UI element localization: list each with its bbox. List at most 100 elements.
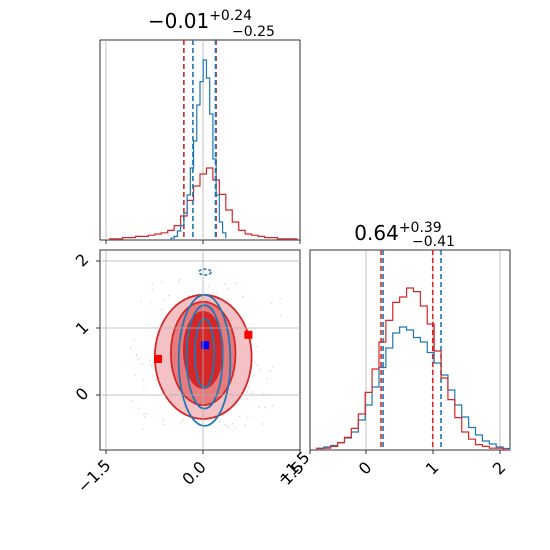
joint-sample-point bbox=[254, 362, 256, 364]
joint-sample-point bbox=[151, 288, 154, 291]
joint-sample-point bbox=[137, 358, 140, 361]
joint-marker bbox=[244, 330, 253, 339]
joint-sample-point bbox=[163, 299, 165, 301]
joint-sample-point bbox=[224, 283, 226, 285]
joint-contour-series-a bbox=[185, 304, 224, 410]
joint-sample-point bbox=[218, 420, 221, 423]
joint-ticks bbox=[96, 260, 301, 454]
joint-sample-point bbox=[224, 424, 227, 426]
joint-sample-point bbox=[238, 415, 241, 418]
joint-sample-point bbox=[264, 406, 266, 409]
x-tick-label: 0 bbox=[355, 458, 376, 479]
joint-sample-point bbox=[262, 423, 264, 425]
marginal-panel-param-1: −0.01+0.24 −0.25 bbox=[99, 8, 301, 244]
marginal-1-title-upper: +0.24 bbox=[209, 8, 252, 24]
joint-sample-point bbox=[129, 347, 132, 349]
marginal-1-title: −0.01+0.24 bbox=[148, 8, 252, 33]
joint-sample-point bbox=[134, 374, 136, 376]
joint-sample-point bbox=[141, 362, 144, 365]
marginal-2-ticks bbox=[309, 450, 501, 454]
joint-sample-point bbox=[215, 294, 217, 296]
marginal-panel-param-2: 0.64+0.39 −0.41 −1.5 0 1 2 bbox=[273, 220, 511, 489]
joint-sample-point bbox=[182, 418, 184, 421]
joint-contour-series-a bbox=[198, 268, 212, 276]
y-tick-label: 2 bbox=[72, 250, 93, 271]
joint-sample-point bbox=[143, 416, 146, 418]
joint-sample-point bbox=[139, 357, 142, 360]
joint-sample-point bbox=[271, 405, 274, 407]
joint-sample-point bbox=[258, 368, 261, 371]
joint-sample-point bbox=[151, 363, 153, 366]
joint-sample-point bbox=[222, 414, 225, 416]
joint-sample-point bbox=[234, 282, 237, 284]
joint-sample-point bbox=[149, 303, 152, 305]
joint-sample-point bbox=[154, 379, 157, 381]
joint-sample-point bbox=[180, 421, 182, 423]
marginal-2-histogram-series-a bbox=[316, 326, 511, 450]
joint-sample-point bbox=[137, 408, 140, 410]
joint-sample-point bbox=[250, 392, 253, 395]
joint-sample-point bbox=[255, 364, 258, 367]
joint-sample-point bbox=[247, 415, 249, 418]
joint-sample-point bbox=[140, 300, 142, 303]
joint-sample-point bbox=[151, 283, 153, 286]
x-tick-label: −1.5 bbox=[74, 456, 115, 497]
joint-sample-point bbox=[142, 378, 145, 381]
x-tick-label: 2 bbox=[489, 458, 510, 479]
joint-sample-point bbox=[159, 308, 162, 311]
joint-sample-point bbox=[207, 285, 210, 288]
joint-sample-point bbox=[255, 345, 258, 348]
joint-sample-point bbox=[143, 386, 145, 388]
joint-sample-point bbox=[178, 278, 181, 280]
marginal-1-frame bbox=[99, 39, 301, 241]
x-tick-label: 0.0 bbox=[178, 457, 209, 488]
joint-sample-point bbox=[247, 386, 250, 389]
marginal-2-histogram-series-b bbox=[316, 287, 510, 451]
joint-sample-point bbox=[242, 295, 244, 298]
joint-sample-point bbox=[151, 375, 154, 377]
joint-sample-point bbox=[133, 339, 135, 342]
joint-sample-point bbox=[271, 365, 274, 368]
joint-sample-point bbox=[161, 281, 163, 283]
marginal-1-title-median: −0.01 bbox=[148, 9, 209, 33]
joint-sample-point bbox=[262, 393, 265, 395]
joint-sample-point bbox=[162, 423, 165, 426]
joint-sample-point bbox=[143, 413, 145, 416]
y-tick-label: 0 bbox=[72, 384, 93, 405]
joint-sample-point bbox=[246, 397, 248, 400]
joint-sample-point bbox=[131, 400, 134, 402]
marginal-2-title-median: 0.64 bbox=[354, 221, 399, 245]
joint-sample-point bbox=[226, 287, 229, 289]
joint-sample-point bbox=[227, 425, 230, 428]
x-tick-label: 1 bbox=[422, 458, 443, 479]
joint-sample-point bbox=[178, 280, 180, 283]
marginal-1-title-lower: −0.25 bbox=[232, 24, 275, 40]
joint-sample-point bbox=[167, 294, 170, 297]
marginal-2-title: 0.64+0.39 bbox=[354, 220, 441, 245]
marginal-2-histograms bbox=[316, 250, 511, 451]
joint-contour-group bbox=[129, 268, 282, 430]
joint-sample-point bbox=[135, 354, 138, 357]
y-tick-label: 1 bbox=[72, 318, 93, 339]
joint-sample-point bbox=[148, 360, 151, 362]
joint-sample-point bbox=[151, 365, 153, 368]
marginal-1-ticks bbox=[105, 240, 301, 244]
joint-contour-series-a bbox=[177, 293, 232, 427]
marginal-1-histogram-series-b bbox=[109, 167, 298, 240]
joint-sample-point bbox=[244, 424, 247, 427]
marginal-2-title-upper: +0.39 bbox=[399, 220, 442, 236]
joint-sample-point bbox=[232, 422, 234, 425]
joint-sample-point bbox=[279, 297, 281, 300]
joint-sample-point bbox=[246, 390, 249, 393]
joint-contours bbox=[129, 268, 282, 430]
joint-sample-point bbox=[269, 370, 272, 373]
marginal-2-frame bbox=[309, 249, 511, 451]
joint-frame bbox=[99, 249, 301, 451]
marginal-1-histograms bbox=[109, 40, 298, 240]
joint-sample-point bbox=[162, 419, 164, 421]
joint-panel: 2 1 0 −1.5 0.0 1.5 bbox=[72, 249, 308, 497]
joint-sample-point bbox=[258, 406, 260, 409]
joint-sample-point bbox=[135, 353, 138, 355]
joint-sample-point bbox=[279, 314, 282, 317]
